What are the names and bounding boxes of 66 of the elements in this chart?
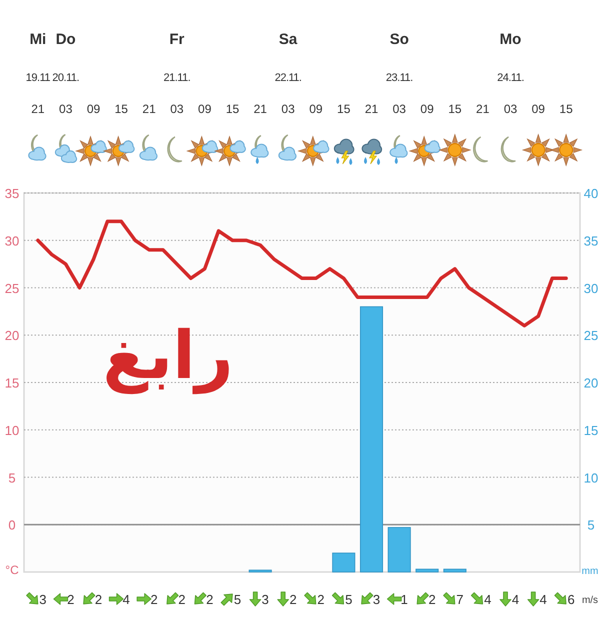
y2-axis-title: mm xyxy=(582,566,598,577)
y-tick-label: 25 xyxy=(4,280,20,296)
data-label: 2 xyxy=(67,592,74,607)
category-label: Sa 22.11. 03 xyxy=(274,31,302,116)
data-label: 4 xyxy=(512,592,520,607)
bar xyxy=(360,306,384,572)
x-tick-label: 21 xyxy=(142,102,156,116)
y-tick-label: 10 xyxy=(4,422,20,438)
y-tick-label: 20 xyxy=(4,328,20,344)
y-tick-label: 5 xyxy=(8,470,16,486)
y-tick-label: 30 xyxy=(4,233,20,248)
data-label: 2 xyxy=(94,592,102,607)
data-label: 6 xyxy=(567,592,575,607)
data-label: 7 xyxy=(456,592,464,607)
x-tick-label: 09 xyxy=(86,102,100,116)
y2-tick-label: 25 xyxy=(584,328,598,344)
y2-tick-label: 15 xyxy=(584,422,598,438)
y2-tick-label: 35 xyxy=(584,233,598,248)
y-tick-label: 15 xyxy=(4,376,20,390)
annotation: رابغ xyxy=(102,317,234,395)
text: m/s xyxy=(582,595,598,606)
category-label: Mi 19.11 21 xyxy=(26,31,50,116)
x-tick-label: 15 xyxy=(337,102,351,116)
category-label: Fr 21.11. 03 xyxy=(164,31,190,116)
data-label: 3 xyxy=(372,592,380,607)
x-tick-label: 15 xyxy=(226,102,240,116)
bar xyxy=(443,568,466,572)
y2-tick-label: 20 xyxy=(584,376,598,390)
data-label: 2 xyxy=(289,592,297,607)
y-tick-label: 35 xyxy=(4,186,20,201)
data-label: 2 xyxy=(178,592,186,607)
y2-tick-label: 10 xyxy=(584,470,598,486)
bar xyxy=(416,568,439,572)
line-series xyxy=(36,220,568,328)
x-tick-label: 09 xyxy=(532,102,546,116)
bar xyxy=(332,552,356,572)
data-label: 5 xyxy=(345,592,352,607)
data-label: 4 xyxy=(484,592,492,607)
y2-tick-label: 40 xyxy=(584,186,598,201)
bar xyxy=(388,527,411,572)
data-label: 3 xyxy=(262,592,269,607)
x-tick-label: 15 xyxy=(114,102,128,116)
x-tick-label: 15 xyxy=(559,102,574,116)
x-tick-label: 09 xyxy=(420,102,434,116)
y-tick-label: 0 xyxy=(8,518,16,533)
x-tick-label: 09 xyxy=(309,102,323,116)
x-tick-label: 09 xyxy=(198,102,212,116)
data-label: 2 xyxy=(428,592,436,607)
x-tick-label: 21 xyxy=(364,102,378,116)
y-axis-title: °C xyxy=(5,563,20,577)
x-tick-label: 21 xyxy=(254,102,268,116)
data-label: 3 xyxy=(39,592,47,607)
y2-tick-label: 5 xyxy=(587,518,595,533)
data-label: 1 xyxy=(400,592,408,607)
y2-tick-label: 30 xyxy=(584,280,598,296)
data-label: 4 xyxy=(540,592,547,607)
data-label: 2 xyxy=(206,592,214,607)
data-label: 2 xyxy=(317,592,325,607)
data-label: 5 xyxy=(234,592,242,607)
x-tick-label: 15 xyxy=(448,102,462,116)
data-label: 2 xyxy=(150,592,158,607)
x-tick-label: 21 xyxy=(476,102,490,116)
category-label: So 23.11. 03 xyxy=(386,31,413,116)
category-label: Mo 24.11. 03 xyxy=(497,31,524,116)
category-label: Do 20.11. 03 xyxy=(52,31,80,116)
data-label: 4 xyxy=(122,592,130,607)
